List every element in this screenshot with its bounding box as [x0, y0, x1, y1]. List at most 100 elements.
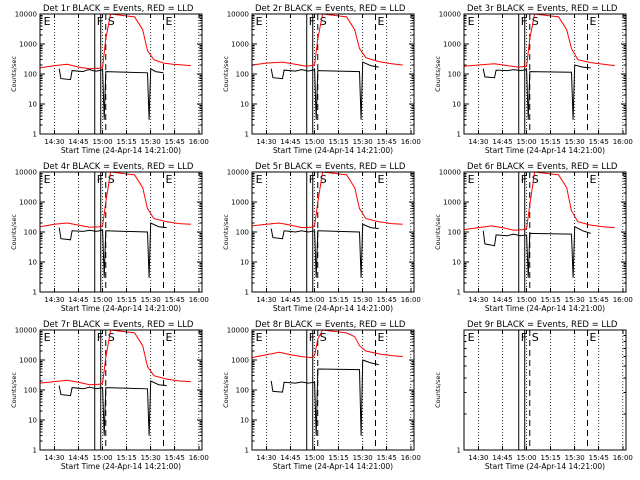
x-tick-label: 15:00 [304, 138, 324, 146]
x-tick-label: 15:30 [353, 296, 373, 304]
series-lld-line [40, 172, 191, 228]
x-tick-label: 15:15 [541, 138, 561, 146]
marker-label-e: E [256, 331, 263, 344]
x-tick-label: 15:00 [92, 138, 112, 146]
marker-label-f: F [309, 173, 315, 186]
x-axis-label: Start Time (24-Apr-14 14:21:00) [61, 304, 181, 313]
y-tick-label: 1000 [231, 41, 249, 49]
marker-label-e: E [256, 15, 263, 28]
x-tick-label: 14:45 [280, 138, 300, 146]
marker-label-s: S [320, 15, 327, 28]
x-tick-label: 14:30 [256, 296, 276, 304]
x-tick-label: 14:30 [468, 296, 488, 304]
x-tick-label: 15:45 [165, 454, 185, 462]
x-axis-label: Start Time (24-Apr-14 14:21:00) [485, 462, 605, 471]
marker-label-s: S [320, 173, 327, 186]
x-tick-label: 16:00 [189, 454, 209, 462]
panel-title: Det 1r BLACK = Events, RED = LLD [43, 4, 194, 14]
y-tick-label: 1 [457, 447, 461, 455]
marker-label-e: E [590, 15, 597, 28]
y-tick-label: 10000 [227, 169, 249, 177]
x-tick-label: 14:30 [44, 138, 64, 146]
marker-label-e: E [166, 173, 173, 186]
y-tick-label: 1 [33, 447, 37, 455]
plot-frame [251, 329, 415, 451]
x-tick-label: 16:00 [613, 138, 633, 146]
series-lld-line [252, 14, 403, 67]
y-tick-label: 10000 [15, 327, 37, 335]
y-tick-label: 1 [33, 289, 37, 297]
y-tick-label: 1000 [231, 357, 249, 365]
y-tick-label: 1 [33, 131, 37, 139]
x-tick-label: 15:45 [589, 296, 609, 304]
x-tick-label: 14:30 [468, 138, 488, 146]
y-axis-label: Counts/sec [10, 372, 18, 408]
x-axis-label: Start Time (24-Apr-14 14:21:00) [61, 462, 181, 471]
marker-label-f: F [97, 331, 103, 344]
x-tick-label: 15:15 [541, 296, 561, 304]
x-tick-label: 14:30 [44, 296, 64, 304]
series-events-line [482, 64, 591, 120]
y-tick-label: 1 [457, 289, 461, 297]
y-tick-label: 1 [245, 289, 249, 297]
plot-frame [463, 329, 627, 451]
panel-title: Det 7r BLACK = Events, RED = LLD [43, 320, 194, 330]
series-lld-line [40, 14, 191, 70]
series-lld-line [40, 330, 191, 386]
plot-frame [463, 171, 627, 293]
x-tick-label: 14:45 [492, 138, 512, 146]
y-axis-label: Counts/sec [434, 56, 442, 92]
y-axis-label: Counts/sec [222, 372, 230, 408]
marker-label-e: E [256, 173, 263, 186]
x-tick-label: 15:15 [329, 138, 349, 146]
x-tick-label: 15:00 [516, 296, 536, 304]
marker-label-e: E [590, 173, 597, 186]
plot-frame [251, 13, 415, 135]
x-tick-label: 15:00 [516, 138, 536, 146]
plot-frame [251, 171, 415, 293]
marker-label-e: E [166, 331, 173, 344]
y-axis-label: Counts/sec [222, 56, 230, 92]
x-tick-label: 15:45 [377, 454, 397, 462]
x-tick-label: 15:15 [117, 138, 137, 146]
x-axis-label: Start Time (24-Apr-14 14:21:00) [273, 304, 393, 313]
marker-label-e: E [44, 331, 51, 344]
x-tick-label: 15:30 [353, 454, 373, 462]
y-axis-label: Counts/sec [434, 214, 442, 250]
y-tick-label: 1000 [19, 41, 37, 49]
series-lld-line [252, 330, 403, 359]
panel-title: Det 5r BLACK = Events, RED = LLD [255, 162, 406, 172]
y-tick-label: 100 [236, 387, 249, 395]
x-tick-label: 14:45 [280, 454, 300, 462]
y-tick-label: 10000 [439, 11, 461, 19]
y-tick-label: 100 [236, 71, 249, 79]
x-tick-label: 15:15 [329, 454, 349, 462]
series-events-line [270, 223, 379, 278]
x-tick-label: 15:30 [353, 138, 373, 146]
x-tick-label: 15:15 [117, 454, 137, 462]
y-tick-label: 10000 [15, 11, 37, 19]
marker-label-f: F [521, 331, 527, 344]
y-tick-label: 1 [245, 131, 249, 139]
marker-label-s: S [108, 15, 115, 28]
marker-label-e: E [44, 15, 51, 28]
panel-title: Det 9r BLACK = Events, RED = LLD [467, 320, 618, 330]
series-lld-line [252, 172, 403, 229]
x-tick-label: 15:00 [516, 454, 536, 462]
panel-title: Det 4r BLACK = Events, RED = LLD [43, 162, 194, 172]
x-tick-label: 14:30 [468, 454, 488, 462]
x-tick-label: 14:30 [44, 454, 64, 462]
y-tick-label: 100 [24, 229, 37, 237]
series-events-line [482, 225, 591, 278]
y-tick-label: 10 [452, 259, 461, 267]
marker-label-e: E [166, 15, 173, 28]
y-tick-label: 10 [28, 101, 37, 109]
